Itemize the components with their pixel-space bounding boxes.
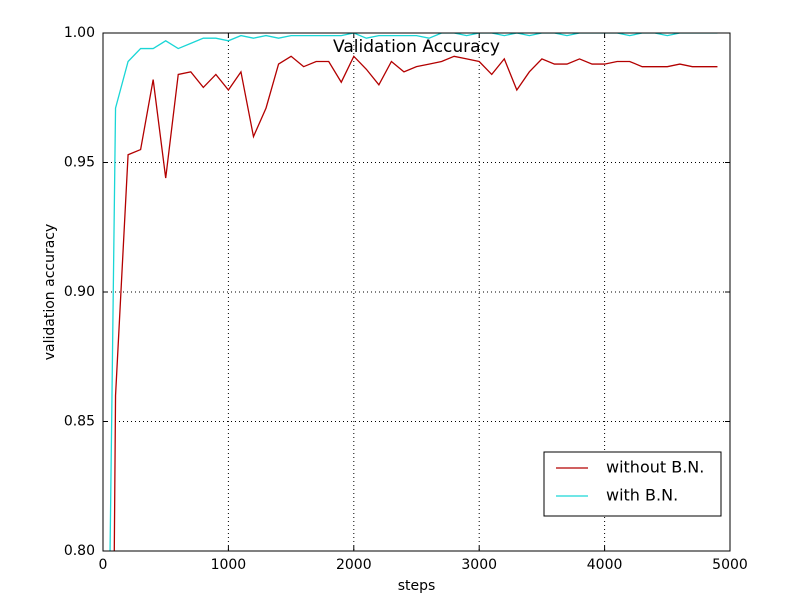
x-tick-label: 0 xyxy=(99,557,108,573)
plot-frame xyxy=(102,32,731,552)
y-tick-label: 0.85 xyxy=(64,414,95,430)
legend-box xyxy=(543,451,722,517)
legend-label: with B.N. xyxy=(606,486,678,505)
y-tick-label: 0.95 xyxy=(64,155,95,171)
y-tick-label: 0.80 xyxy=(64,543,95,559)
y-axis-label: validation accuracy xyxy=(42,224,58,361)
x-tick-label: 5000 xyxy=(712,557,748,573)
x-tick-label: 2000 xyxy=(336,557,372,573)
x-tick-label: 3000 xyxy=(461,557,497,573)
x-tick-label: 4000 xyxy=(587,557,623,573)
y-tick-label: 0.90 xyxy=(64,284,95,300)
data-line xyxy=(109,33,718,551)
x-axis-label: steps xyxy=(398,578,436,594)
x-tick-label: 1000 xyxy=(211,557,247,573)
chart-title: Validation Accuracy xyxy=(333,37,500,57)
legend-label: without B.N. xyxy=(606,458,704,477)
y-tick-label: 1.00 xyxy=(64,25,95,41)
legend: without B.N. with B.N. xyxy=(543,451,722,517)
data-line xyxy=(113,55,718,551)
